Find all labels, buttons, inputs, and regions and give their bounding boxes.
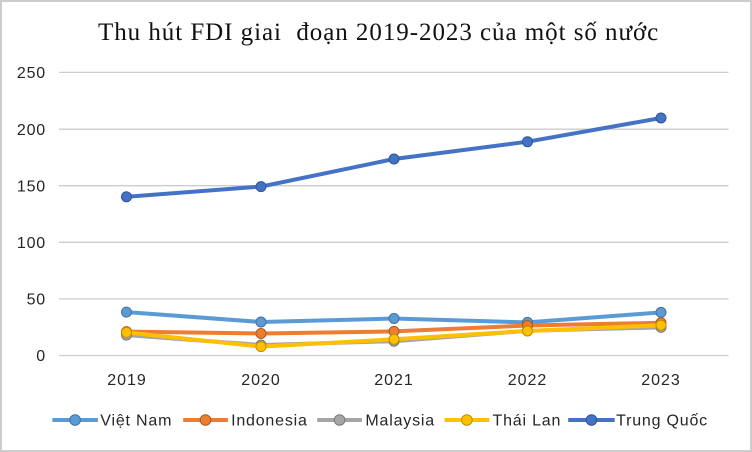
svg-text:2021: 2021 [374, 372, 414, 389]
svg-text:Thái Lan: Thái Lan [493, 413, 562, 430]
svg-text:200: 200 [17, 122, 46, 139]
svg-text:50: 50 [27, 292, 46, 309]
svg-text:Việt Nam: Việt Nam [100, 413, 172, 430]
svg-text:Trung Quốc: Trung Quốc [616, 413, 708, 430]
svg-text:Thu hút FDI giai đoạn 2019-20: Thu hút FDI giai đoạn 2019-2023 của một … [98, 19, 659, 46]
svg-text:2022: 2022 [508, 372, 548, 389]
svg-text:Malaysia: Malaysia [365, 413, 435, 430]
svg-text:150: 150 [17, 178, 46, 195]
svg-text:0: 0 [36, 348, 46, 365]
svg-text:Indonesia: Indonesia [231, 413, 308, 430]
svg-text:2019: 2019 [107, 372, 147, 389]
svg-text:250: 250 [17, 65, 46, 82]
svg-text:100: 100 [17, 235, 46, 252]
svg-text:2020: 2020 [241, 372, 281, 389]
svg-text:2023: 2023 [641, 372, 681, 389]
